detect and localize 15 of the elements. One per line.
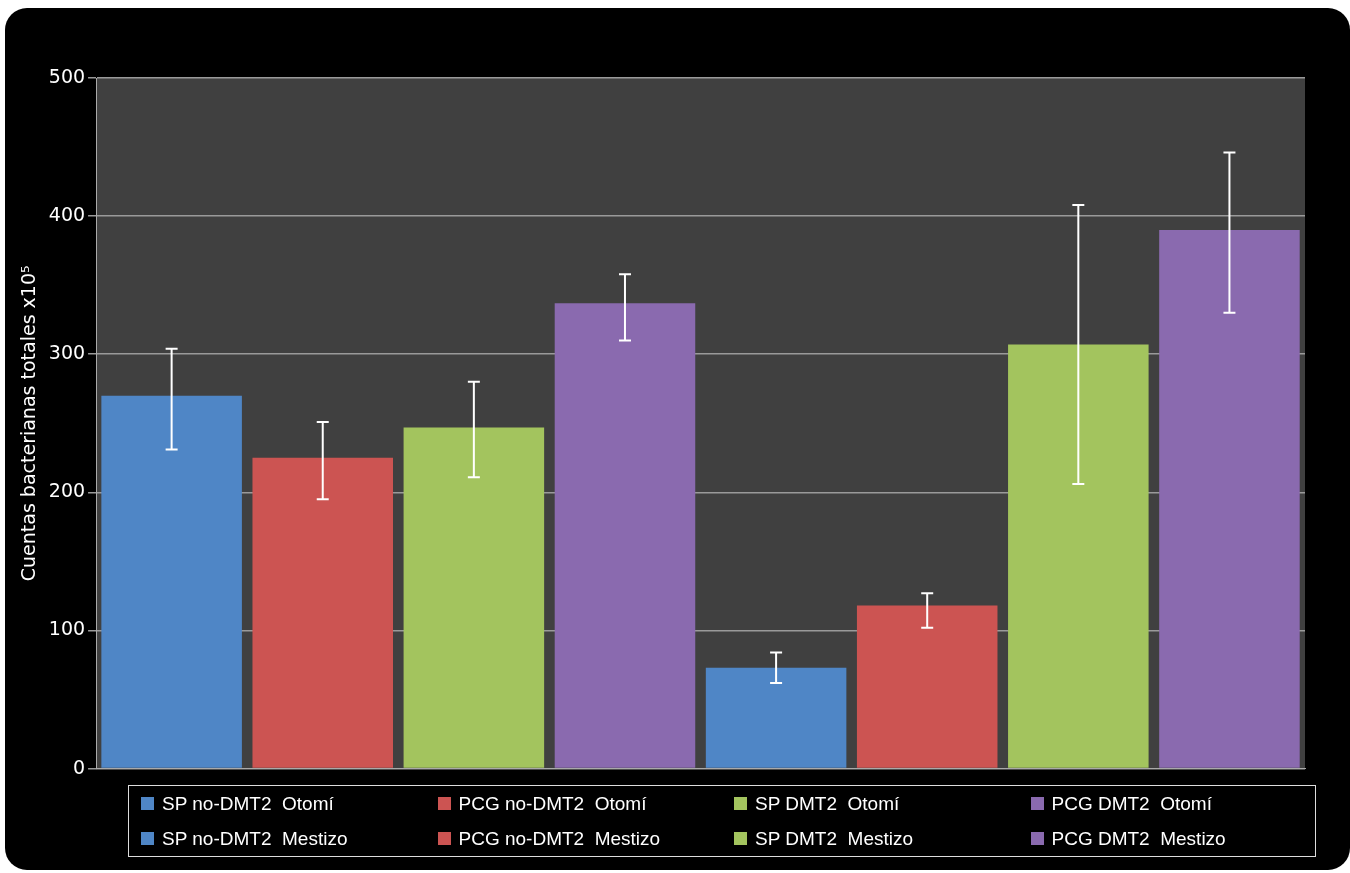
legend-label: PCG DMT2 Otomí xyxy=(1051,792,1212,815)
y-tick-label: 0 xyxy=(72,755,86,778)
legend-label: PCG no-DMT2 Otomí xyxy=(458,792,647,815)
y-tick-label: 100 xyxy=(48,617,86,640)
y-tick-label: 300 xyxy=(48,341,86,364)
y-tick-label: 200 xyxy=(48,479,86,502)
legend-label: PCG no-DMT2 Mestizo xyxy=(458,827,661,850)
y-tick-label: 500 xyxy=(48,64,86,87)
legend-label: SP no-DMT2 Otomí xyxy=(162,792,334,815)
y-tick-label: 400 xyxy=(48,203,86,226)
legend-label: PCG DMT2 Mestizo xyxy=(1051,827,1226,850)
y-axis-title: Cuentas bacterianas totales x10⁵ xyxy=(17,265,40,582)
legend-label: SP DMT2 Otomí xyxy=(755,792,900,815)
legend-label: SP no-DMT2 Mestizo xyxy=(162,827,348,850)
legend-label: SP DMT2 Mestizo xyxy=(755,827,914,850)
